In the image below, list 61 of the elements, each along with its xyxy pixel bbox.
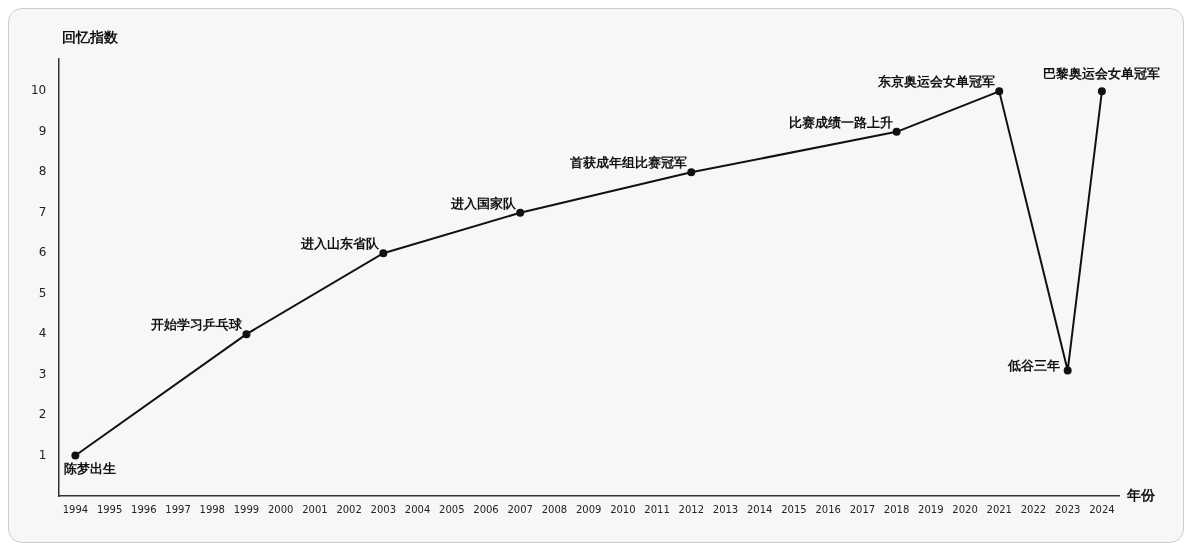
x-tick-label: 1996	[131, 503, 157, 515]
x-tick-label: 1995	[96, 503, 123, 515]
x-axis-title: 年份	[1126, 486, 1156, 503]
x-tick-label: 2001	[302, 503, 328, 515]
y-tick-label: 3	[38, 366, 47, 381]
x-tick-label: 1999	[233, 503, 260, 515]
x-tick-label: 2005	[439, 503, 465, 515]
x-tick-label: 2021	[986, 503, 1012, 515]
y-tick-label: 10	[30, 83, 47, 98]
annotation: 比赛成绩一路上升	[788, 114, 893, 130]
y-tick-label: 9	[38, 123, 47, 138]
point	[379, 249, 388, 258]
annotation: 巴黎奥运会女单冠军	[1043, 66, 1161, 82]
annotation: 东京奥运会女单冠军	[877, 74, 996, 90]
point	[892, 127, 901, 136]
x-tick-label: 2000	[267, 503, 294, 515]
x-tick-label: 2007	[507, 503, 533, 515]
x-tick-label: 1994	[62, 503, 89, 515]
x-tick-label: 2024	[1089, 503, 1115, 515]
x-tick-label: 2013	[712, 503, 739, 515]
y-tick-label: 5	[38, 285, 47, 300]
annotation: 进入国家队	[450, 195, 518, 211]
x-tick-label: 2004	[404, 503, 431, 515]
point	[242, 330, 251, 339]
y-tick-label: 6	[38, 245, 47, 260]
y-tick-label: 4	[38, 326, 47, 341]
x-tick-label: 2009	[575, 503, 602, 515]
x-tick-label: 2008	[541, 503, 568, 515]
x-tick-label: 2006	[473, 503, 499, 515]
x-tick-label: 1998	[199, 503, 225, 515]
x-tick-label: 2014	[746, 503, 773, 515]
x-tick-label: 2017	[849, 503, 876, 515]
x-tick-label: 2011	[644, 503, 670, 515]
annotation: 首获成年组比赛冠军	[569, 155, 688, 171]
x-tick-label: 2015	[781, 503, 807, 515]
annotation: 进入山东省队	[300, 236, 381, 252]
y-axis-title: 回忆指数	[62, 28, 120, 45]
annotation: 陈梦出生	[64, 461, 117, 477]
x-tick-label: 2012	[678, 503, 705, 515]
y-tick-label: 1	[38, 447, 47, 462]
point	[1063, 366, 1072, 375]
x-tick-label: 2018	[883, 503, 910, 515]
y-tick-label: 7	[38, 204, 47, 219]
point	[516, 208, 525, 217]
x-tick-label: 2016	[815, 503, 841, 515]
point	[995, 87, 1004, 96]
x-tick-label: 2003	[370, 503, 397, 515]
y-tick-label: 8	[38, 164, 47, 179]
point	[1097, 87, 1106, 96]
x-tick-label: 1997	[165, 503, 191, 515]
point	[687, 168, 696, 177]
annotation: 开始学习乒乓球	[150, 317, 244, 333]
x-tick-label: 2023	[1054, 503, 1081, 515]
x-tick-label: 2010	[610, 503, 636, 515]
x-tick-label: 2019	[918, 503, 944, 515]
point	[71, 451, 80, 460]
x-tick-label: 2022	[1020, 503, 1047, 515]
x-tick-label: 2020	[952, 503, 978, 515]
annotation: 低谷三年	[1006, 357, 1060, 373]
y-tick-label: 2	[38, 407, 47, 422]
x-tick-label: 2002	[336, 503, 362, 515]
